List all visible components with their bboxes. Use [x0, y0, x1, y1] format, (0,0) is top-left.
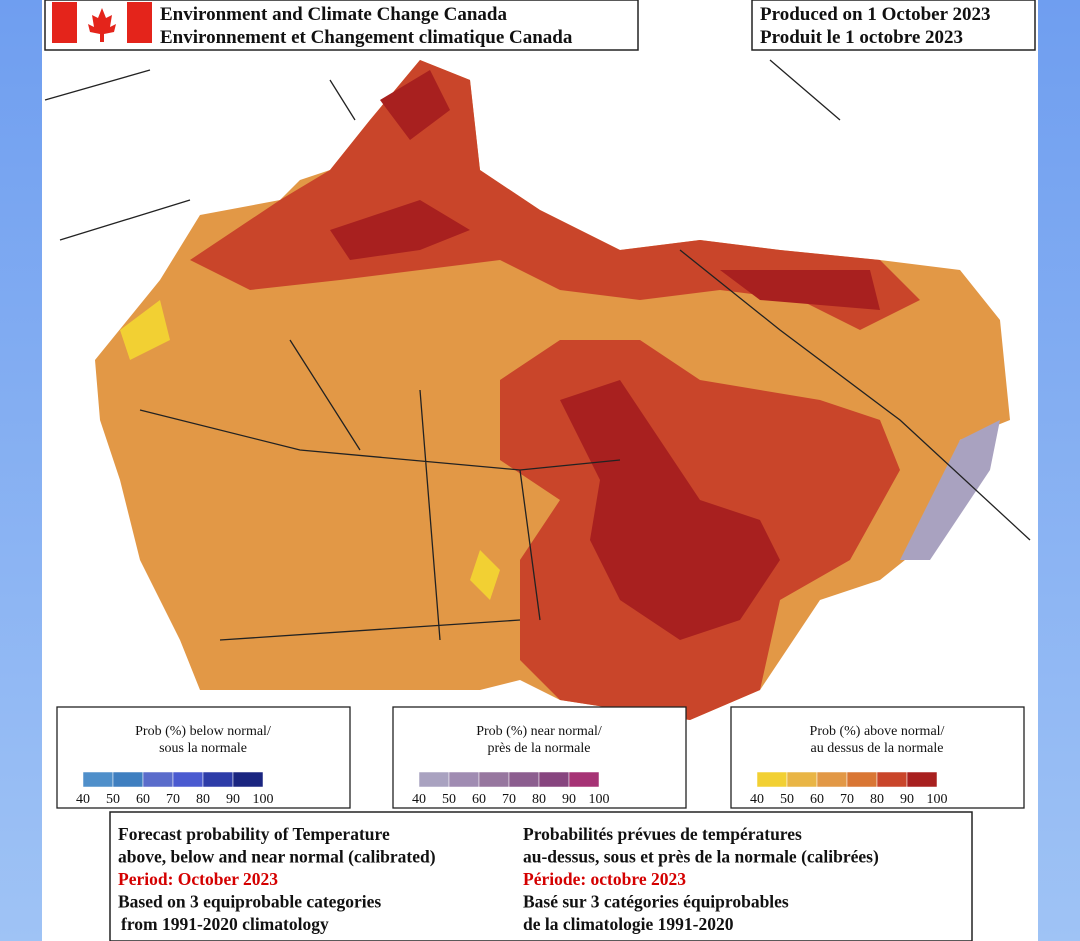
legend-swatch	[232, 771, 264, 788]
legend-scale-label: 100	[927, 792, 948, 807]
legend-scale-label: 70	[840, 792, 854, 807]
description-line: Based on 3 equiprobable categories	[118, 892, 381, 912]
legend-scale-label: 60	[810, 792, 824, 807]
legend-title-en: Prob (%) near normal/	[476, 724, 602, 739]
header-right: Produced on 1 October 2023 Produit le 1 …	[751, 0, 1036, 51]
description-line: au-dessus, sous et près de la normale (c…	[523, 847, 879, 867]
legend-scale-label: 70	[166, 792, 180, 807]
legend-swatch	[568, 771, 600, 788]
legend-swatch	[418, 771, 450, 788]
produced-fr: Produit le 1 octobre 2023	[760, 27, 963, 48]
description-line: de la climatologie 1991-2020	[523, 914, 734, 934]
legend-swatch	[508, 771, 540, 788]
legend-scale-label: 70	[502, 792, 516, 807]
legend-swatch	[478, 771, 510, 788]
legend-scale-label: 90	[226, 792, 240, 807]
legend-swatch	[876, 771, 908, 788]
legend-scale-label: 100	[589, 792, 610, 807]
legend-box	[392, 706, 687, 809]
legend-scale-label: 100	[253, 792, 274, 807]
legend-swatch	[202, 771, 234, 788]
legend-scale-label: 50	[442, 792, 456, 807]
legend-scale-label: 60	[136, 792, 150, 807]
description-line: Basé sur 3 catégories équiprobables	[523, 892, 789, 912]
legend-scale-label: 80	[870, 792, 884, 807]
legend-scale-label: 90	[900, 792, 914, 807]
legend-scale-label: 50	[106, 792, 120, 807]
legend-scale-label: 90	[562, 792, 576, 807]
legend-title-fr: près de la normale	[487, 741, 590, 756]
legend-box	[56, 706, 351, 809]
legend-scale-label: 40	[76, 792, 90, 807]
description-line: Période: octobre 2023	[523, 869, 686, 889]
legend-swatch	[538, 771, 570, 788]
legend-swatch	[816, 771, 848, 788]
legend-swatch	[756, 771, 788, 788]
legend-scale-label: 80	[532, 792, 546, 807]
legend-swatch	[786, 771, 818, 788]
legend-swatch	[82, 771, 114, 788]
description-line: Period: October 2023	[118, 869, 278, 889]
near-normal-patch	[900, 420, 1000, 560]
legend-scale-label: 50	[780, 792, 794, 807]
legend-swatch	[112, 771, 144, 788]
legend-scale-label: 40	[750, 792, 764, 807]
legends: Prob (%) below normal/sous la normale 40 5…	[56, 706, 1025, 809]
legend-title-fr: au dessus de la normale	[811, 741, 944, 756]
legend-scale-label: 80	[196, 792, 210, 807]
agency-fr: Environnement et Changement climatique C…	[160, 27, 573, 48]
legend-scale-label: 40	[412, 792, 426, 807]
description-line: Probabilités prévues de températures	[523, 824, 802, 844]
agency-en: Environment and Climate Change Canada	[160, 4, 507, 25]
dark-red-north	[330, 70, 880, 310]
legend-scale-label: 60	[472, 792, 486, 807]
description-line: above, below and near normal (calibrated…	[118, 847, 436, 867]
legend-box	[730, 706, 1025, 809]
produced-en: Produced on 1 October 2023	[760, 4, 990, 25]
borders	[44, 59, 1031, 641]
yellow-patches	[120, 300, 500, 600]
legend-title-en: Prob (%) below normal/	[135, 724, 271, 739]
legend-swatch	[906, 771, 938, 788]
description-line: Forecast probability of Temperature	[118, 824, 390, 844]
header-left: Environment and Climate Change Canada En…	[44, 0, 639, 51]
legend-swatch	[448, 771, 480, 788]
legend-title-fr: sous la normale	[159, 741, 247, 756]
description-line: from 1991-2020 climatology	[121, 914, 329, 934]
legend-swatch	[142, 771, 174, 788]
description: Forecast probability of Temperature above…	[109, 811, 973, 941]
red-region-north	[190, 60, 920, 330]
legend-swatch	[172, 771, 204, 788]
map-area	[44, 59, 1031, 720]
dark-red-region	[560, 380, 780, 640]
legend-title-en: Prob (%) above normal/	[810, 724, 945, 739]
legend-swatch	[846, 771, 878, 788]
